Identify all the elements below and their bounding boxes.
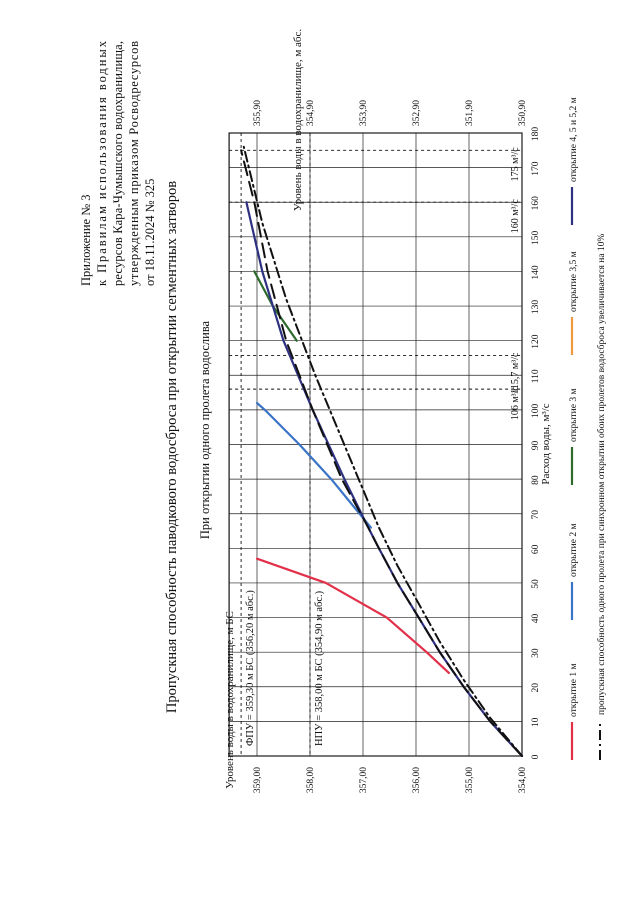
y-tick-label-left: 358,00 [306, 767, 316, 793]
y-tick-label-right: 353,90 [359, 100, 369, 126]
reference-line-discharge-label: 106 м³/с [510, 386, 521, 421]
legend-label-open2: открытие 2 м [569, 524, 579, 578]
y-tick-label-left: 357,00 [359, 767, 369, 793]
x-axis-title: Расход воды, м³/с [540, 403, 552, 484]
reference-line-level-label: ФПУ = 359,30 м БС (356,20 м абс.) [245, 590, 256, 746]
y-tick-label-right: 355,90 [253, 100, 263, 126]
reference-line-discharge-label: 115,7 м³/с [510, 352, 521, 394]
series-line-6 [240, 149, 523, 757]
y-tick-label-left: 356,00 [412, 767, 422, 793]
x-tick-label: 110 [531, 369, 541, 383]
y-axis-title-right: Уровень воды в водохранилище, м абс. [292, 29, 304, 212]
y-tick-label-right: 354,90 [306, 100, 316, 126]
x-tick-label: 50 [531, 579, 541, 589]
annex-header-line-3: ресурсов Кара-Чумышского водохранилища, [111, 41, 125, 286]
chart-title: Пропускная способность паводкового водос… [164, 181, 180, 713]
annex-header-line-5: от 18.11.2024 № 325 [143, 179, 157, 286]
reference-line-level-label: НПУ = 358,00 м БС (354,90 м абс.) [314, 590, 325, 746]
series-line-0 [255, 557, 450, 675]
x-tick-label: 0 [531, 754, 541, 759]
legend-label-open3: открытие 3 м [569, 389, 579, 443]
x-tick-label: 20 [531, 683, 541, 693]
annex-header-line-1: Приложение № 3 [79, 194, 93, 286]
x-tick-label: 30 [531, 648, 541, 658]
annex-header-line-2: к Правилам использования водных [95, 40, 109, 286]
x-tick-label: 140 [531, 265, 541, 280]
x-tick-label: 90 [531, 441, 541, 451]
legend-label-sync: пропускная способность одного пролета пр… [596, 234, 607, 715]
y-tick-label-left: 355,00 [465, 767, 475, 793]
x-tick-label: 130 [531, 300, 541, 315]
series-line-1 [255, 401, 372, 529]
y-tick-label-right: 351,90 [465, 100, 475, 126]
chart-subtitle: При открытии одного пролета водослива [198, 320, 212, 539]
annex-header-line-4: утвержденным приказом Росводресурсов [127, 41, 141, 286]
x-tick-label: 170 [531, 161, 541, 176]
reference-line-discharge-label: 160 м³/с [510, 199, 521, 234]
annex-header: Приложение № 3 к Правилам использования … [79, 40, 157, 286]
x-tick-label: 80 [531, 475, 541, 485]
y-tick-label-left: 354,00 [518, 767, 528, 793]
y-tick-label-right: 350,90 [518, 100, 528, 126]
legend: открытие 1 м открытие 2 м открытие 3 м о… [569, 97, 607, 760]
legend-label-open1: открытие 1 м [569, 664, 579, 718]
x-tick-label: 10 [531, 717, 541, 727]
series-line-5 [242, 145, 523, 757]
x-tick-label: 150 [531, 230, 541, 245]
reference-line-discharge-label: 175 м³/с [510, 147, 521, 182]
y-tick-label-left: 359,00 [253, 767, 263, 793]
x-tick-label: 100 [531, 404, 541, 419]
x-tick-label: 40 [531, 614, 541, 624]
legend-label-open45: открытие 4, 5 и 5,2 м [569, 97, 579, 182]
x-tick-label: 70 [531, 510, 541, 520]
x-tick-label: 160 [531, 196, 541, 211]
x-tick-label: 60 [531, 544, 541, 554]
x-tick-label: 120 [531, 334, 541, 349]
y-axis-title-left: Уровень воды в водохранилище, м БС [224, 611, 236, 789]
y-tick-label-right: 352,90 [412, 100, 422, 126]
legend-label-open35: открытие 3,5 м [569, 251, 579, 312]
plot-area: 0 10 20 30 40 50 60 70 80 90 100 110 120 130 140 150 160… [228, 100, 541, 793]
x-tick-label: 180 [531, 127, 541, 142]
